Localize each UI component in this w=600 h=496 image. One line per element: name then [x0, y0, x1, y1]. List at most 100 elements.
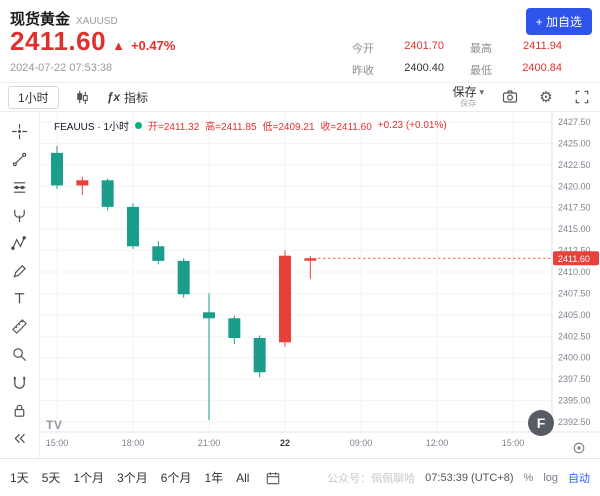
stat-low-value: 2400.84 — [522, 62, 562, 74]
stat-low-label: 最低 — [470, 65, 492, 77]
legend-title: FEAUUS · 1小时 — [54, 122, 130, 133]
candlestick-chart[interactable]: 2392.50 2395.00 2397.50 2400.00 2402.50 2405.… — [40, 112, 600, 458]
brand-watermark: F — [528, 410, 554, 436]
tool-crosshair-icon[interactable] — [6, 118, 34, 146]
stat-prev-close-label: 昨收 — [352, 65, 374, 77]
svg-text:15:00: 15:00 — [46, 438, 69, 448]
header: 现货黄金 XAUUSD 2411.60 ▲ +0.47% 2024-07-22 … — [0, 0, 600, 83]
range-1day[interactable]: 1天 — [10, 471, 29, 485]
screenshot-button[interactable] — [500, 87, 520, 107]
tool-text-icon[interactable] — [6, 285, 34, 313]
svg-text:2411.60: 2411.60 — [558, 254, 590, 264]
svg-text:2427.50: 2427.50 — [558, 117, 591, 127]
fullscreen-button[interactable] — [572, 87, 592, 107]
auto-scale-button[interactable]: 自动 — [568, 472, 590, 485]
svg-text:2417.50: 2417.50 — [558, 203, 591, 213]
legend-open: 开=2411.32 — [148, 122, 200, 133]
save-label: 保存 — [452, 85, 477, 99]
tool-magnet-icon[interactable] — [6, 368, 34, 396]
svg-text:2405.00: 2405.00 — [558, 310, 591, 320]
tool-pattern-icon[interactable] — [6, 229, 34, 257]
bottom-bar: 1天 5天 1个月 3个月 6个月 1年 All 公众号：佩佩聊哈 07:53:… — [0, 458, 600, 496]
svg-text:2392.50: 2392.50 — [558, 417, 591, 427]
quote-timestamp: 2024-07-22 07:53:38 — [10, 62, 113, 74]
stat-prev-close: 昨收 2400.40 — [352, 62, 444, 78]
bottom-bar-right: 公众号：佩佩聊哈 07:53:39 (UTC+8) % log 自动 — [327, 470, 590, 486]
range-switcher: 1天 5天 1个月 3个月 6个月 1年 All — [10, 469, 280, 486]
fx-icon: ƒx — [106, 90, 121, 104]
fullscreen-icon — [575, 90, 589, 104]
tool-brush-icon[interactable] — [6, 257, 34, 285]
indicators-button[interactable]: ƒx 指标 — [107, 89, 148, 106]
svg-text:2400.00: 2400.00 — [558, 353, 591, 363]
timeframe-button[interactable]: 1小时 — [8, 85, 59, 109]
legend-change: +0.23 (+0.01%) — [377, 120, 447, 131]
indicators-label: 指标 — [124, 90, 149, 105]
save-caption: 保存 — [460, 99, 477, 108]
range-6month[interactable]: 6个月 — [160, 471, 192, 485]
range-1year[interactable]: 1年 — [204, 471, 224, 485]
svg-text:2415.00: 2415.00 — [558, 224, 591, 234]
chart-toolbar: 1小时 ƒx 指标 保存 ▾ 保存 — [0, 83, 600, 112]
svg-text:15:00: 15:00 — [502, 438, 525, 448]
svg-text:22: 22 — [280, 438, 290, 448]
svg-text:12:00: 12:00 — [426, 438, 449, 448]
range-1month[interactable]: 1个月 — [73, 471, 105, 485]
tool-pitchfork-icon[interactable] — [6, 201, 34, 229]
calendar-button[interactable] — [266, 471, 280, 485]
svg-text:2412.50: 2412.50 — [558, 246, 591, 256]
svg-text:21:00: 21:00 — [198, 438, 221, 448]
percent-scale-button[interactable]: % — [523, 471, 534, 484]
symbol-code: XAUUSD — [76, 16, 118, 27]
double-chevron-left-icon — [14, 433, 25, 443]
stat-prev-close-value: 2400.40 — [404, 62, 444, 74]
chart-toolbar-right: 保存 ▾ 保存 ⚙ — [452, 86, 592, 108]
settings-button[interactable]: ⚙ — [536, 87, 556, 107]
tool-zoom-icon[interactable] — [6, 341, 34, 369]
tool-ruler-icon[interactable] — [6, 313, 34, 341]
save-button[interactable]: 保存 ▾ 保存 — [452, 86, 484, 108]
change-percent: +0.47% — [130, 38, 176, 53]
symbol-name: 现货黄金 — [10, 11, 71, 28]
legend-close: 收=2411.60 — [320, 122, 372, 133]
up-arrow-icon: ▲ — [112, 38, 125, 53]
svg-text:2402.50: 2402.50 — [558, 331, 591, 341]
price-block: 2411.60 ▲ +0.47% — [10, 26, 175, 57]
stat-open-label: 今开 — [352, 43, 374, 55]
svg-text:2422.50: 2422.50 — [558, 160, 591, 170]
log-scale-button[interactable]: log — [543, 471, 558, 484]
tool-fib-lines-icon[interactable] — [6, 174, 34, 202]
range-all[interactable]: All — [236, 470, 250, 485]
candlestick-icon — [73, 87, 93, 107]
chevron-down-icon: ▾ — [479, 86, 484, 97]
tradingview-logo[interactable]: TV — [46, 418, 63, 432]
svg-text:2420.00: 2420.00 — [558, 181, 591, 191]
chart-clock[interactable]: 07:53:39 (UTC+8) — [425, 471, 514, 484]
svg-text:2410.00: 2410.00 — [558, 267, 591, 277]
quote-stats: 今开 2401.70 最高 2411.94 昨收 2400.40 最低 2400… — [352, 40, 562, 78]
legend-high: 高=2411.85 — [205, 122, 257, 133]
stat-high-label: 最高 — [470, 43, 492, 55]
stat-open: 今开 2401.70 — [352, 40, 444, 56]
stat-open-value: 2401.70 — [404, 40, 444, 52]
range-5day[interactable]: 5天 — [41, 471, 61, 485]
svg-text:2395.00: 2395.00 — [558, 396, 591, 406]
axis-settings-button[interactable] — [572, 441, 586, 460]
add-watchlist-button[interactable]: + 加自选 — [525, 8, 592, 35]
svg-text:2397.50: 2397.50 — [558, 374, 591, 384]
camera-icon — [502, 90, 518, 103]
gear-icon: ⚙ — [539, 89, 553, 106]
channel-watermark: 公众号：佩佩聊哈 — [327, 472, 416, 485]
tool-lock-icon[interactable] — [6, 396, 34, 424]
chart-legend: FEAUUS · 1小时 开=2411.32 高=2411.85 低=2409.… — [54, 118, 447, 133]
range-3month[interactable]: 3个月 — [117, 471, 148, 485]
stat-high-value: 2411.94 — [523, 40, 562, 52]
tool-trendline-icon[interactable] — [6, 146, 34, 174]
svg-text:18:00: 18:00 — [122, 438, 145, 448]
svg-text:09:00: 09:00 — [350, 438, 373, 448]
last-price: 2411.60 — [10, 26, 107, 56]
collapse-toolbar-button[interactable] — [6, 424, 34, 452]
chart-style-button[interactable] — [73, 87, 93, 107]
calendar-icon — [267, 471, 280, 484]
